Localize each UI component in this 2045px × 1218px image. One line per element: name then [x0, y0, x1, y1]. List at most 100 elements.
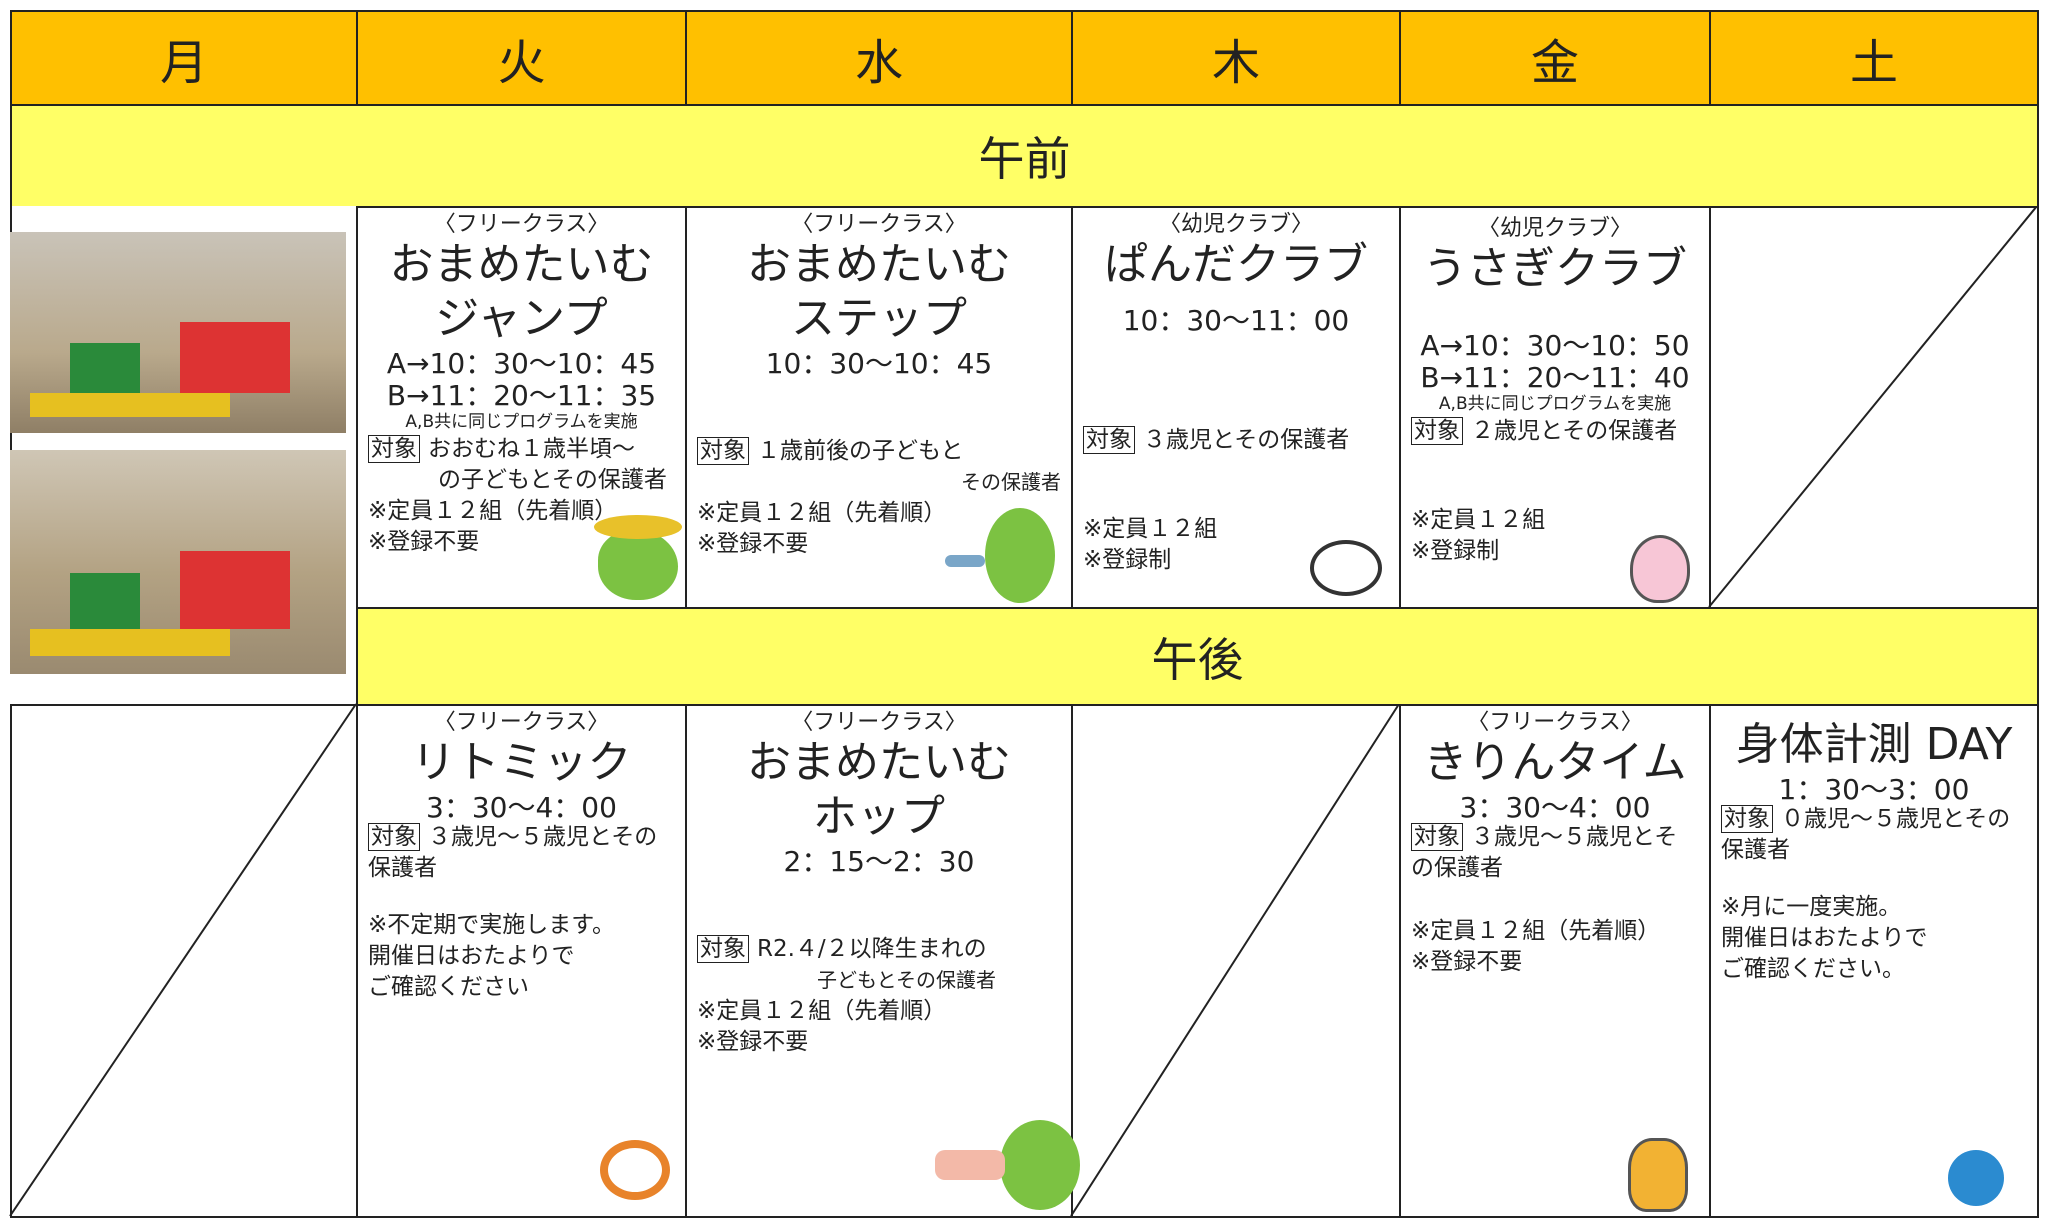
- note: ※定員１２組: [1083, 516, 1218, 542]
- category: 〈幼児クラブ〉: [1477, 216, 1632, 241]
- target: 対象 R2.４/２以降生まれの: [697, 934, 1061, 965]
- category: 〈幼児クラブ〉: [1158, 212, 1313, 237]
- target-text: ３歳児〜５歳児とその保護者: [1411, 824, 1678, 881]
- day-header: 火: [356, 10, 687, 106]
- note: ※定員１２組（先着順）: [697, 998, 947, 1024]
- target-label: 対象: [1411, 417, 1463, 445]
- target: 子どもとその保護者: [697, 965, 1061, 996]
- time: 3：30〜4：00: [1459, 791, 1651, 824]
- target-text: ０歳児〜５歳児とその保護者: [1721, 806, 2011, 863]
- target-label: 対象: [368, 823, 420, 851]
- day-header: 水: [685, 10, 1073, 106]
- time: 1：30〜3：00: [1778, 773, 1970, 806]
- note: ※登録制: [1411, 538, 1500, 564]
- class-title: おまめたいむ: [747, 737, 1011, 788]
- note: ※登録不要: [1411, 949, 1523, 975]
- icon: [945, 555, 985, 567]
- icon: [935, 1150, 1005, 1180]
- target: その保護者: [697, 467, 1061, 498]
- note: ご確認ください。: [1721, 956, 1905, 982]
- cell-content: 〈フリークラス〉 おまめたいむ ジャンプ A→10：30〜10：45 B→11：20〜1…: [368, 212, 675, 558]
- photo-shape: [70, 342, 140, 403]
- program-note: A,B共に同じプログラムを実施: [1438, 394, 1672, 414]
- time: 3：30〜4：00: [426, 791, 617, 824]
- category: 〈フリークラス〉: [433, 212, 610, 237]
- icon: [1628, 1138, 1688, 1212]
- class-title: ぱんだクラブ: [1104, 239, 1368, 290]
- target: 対象 ２歳児とその保護者: [1411, 416, 1699, 447]
- category: 〈フリークラス〉: [791, 710, 967, 735]
- note: ※登録不要: [697, 531, 809, 557]
- target-text: その保護者: [961, 470, 1061, 494]
- icon: [598, 530, 678, 600]
- target-text: 子どもとその保護者: [817, 968, 996, 992]
- category: 〈フリークラス〉: [433, 710, 610, 735]
- note: ※定員１２組（先着順）: [368, 498, 618, 524]
- cell: [1071, 704, 1401, 1218]
- note: ※登録制: [1083, 547, 1172, 573]
- photo-shape: [70, 573, 140, 641]
- cell: [1709, 206, 2039, 609]
- photo-shape: [180, 550, 290, 630]
- note: ※登録不要: [697, 1029, 809, 1055]
- icon: [1310, 540, 1382, 596]
- icon: [600, 1140, 670, 1200]
- category: 〈フリークラス〉: [791, 212, 967, 237]
- target-label: 対象: [368, 435, 420, 463]
- icon: [1630, 535, 1690, 603]
- photo: [10, 450, 346, 674]
- photo-shape: [180, 322, 290, 393]
- photo-shape: [30, 392, 230, 417]
- class-title: 身体計測 DAY: [1735, 719, 2013, 770]
- day-header: 月: [10, 10, 358, 106]
- note: ※定員１２組（先着順）: [1411, 918, 1661, 944]
- target-text: の子どもとその保護者: [438, 467, 667, 493]
- photo-shape: [30, 629, 230, 657]
- time: B→11：20〜11：40: [1420, 361, 1690, 394]
- target: 対象 ３歳児とその保護者: [1083, 425, 1389, 456]
- time: 10：30〜11：00: [1122, 304, 1350, 337]
- target: の子どもとその保護者: [368, 465, 675, 496]
- cell-content: 〈フリークラス〉 おまめたいむ ステップ 10：30〜10：45 対象 １歳前後の子どもと…: [697, 212, 1061, 560]
- target-text: ２歳児とその保護者: [1471, 418, 1678, 444]
- target: 対象 おおむね１歳半頃〜: [368, 434, 675, 465]
- class-title: きりんタイム: [1423, 737, 1687, 788]
- note: ご確認ください: [368, 974, 529, 1000]
- section-band: 午後: [356, 607, 2039, 706]
- cell-content: 〈幼児クラブ〉 ぱんだクラブ 10：30〜11：00 対象 ３歳児とその保護者 ※定員１２…: [1083, 212, 1389, 576]
- icon: [985, 508, 1055, 603]
- target-label: 対象: [697, 935, 749, 963]
- cell-content: 身体計測 DAY 1：30〜3：00 対象 ０歳児〜５歳児とその保護者 ※月に一度実施。…: [1721, 718, 2027, 985]
- target: 対象 １歳前後の子どもと: [697, 436, 1061, 467]
- program-note: A,B共に同じプログラムを実施: [405, 412, 638, 432]
- target-text: １歳前後の子どもと: [757, 438, 964, 464]
- class-title: おまめたいむ: [389, 239, 654, 290]
- day-header: 土: [1709, 10, 2039, 106]
- section-band: 午前: [10, 104, 2039, 208]
- class-title: ジャンプ: [435, 293, 608, 344]
- category: 〈フリークラス〉: [1467, 710, 1643, 735]
- day-header: 木: [1071, 10, 1401, 106]
- note: ※登録不要: [368, 529, 480, 555]
- target: 対象 ３歳児〜５歳児とその保護者: [368, 822, 675, 884]
- icon: [594, 515, 682, 539]
- cell-content: 〈フリークラス〉 きりんタイム 3：30〜4：00 対象 ３歳児〜５歳児とその保護者 ※定…: [1411, 710, 1699, 978]
- icon: [1000, 1120, 1080, 1210]
- target-label: 対象: [697, 437, 749, 465]
- time: B→11：20〜11：35: [386, 379, 657, 412]
- note: ※定員１２組（先着順）: [697, 500, 947, 526]
- target-label: 対象: [1721, 805, 1773, 833]
- note: 開催日はおたよりで: [1721, 925, 1928, 951]
- time: A→10：30〜10：50: [1420, 329, 1690, 362]
- cell-content: 〈幼児クラブ〉 うさぎクラブ A→10：30〜10：50 B→11：20〜11：40 A…: [1411, 216, 1699, 567]
- time: A→10：30〜10：45: [386, 347, 657, 380]
- class-title: おまめたいむ: [747, 239, 1011, 290]
- target-label: 対象: [1411, 823, 1463, 851]
- note: ※定員１２組: [1411, 507, 1546, 533]
- class-title: ステップ: [791, 293, 967, 344]
- note: ※月に一度実施。: [1721, 894, 1902, 920]
- target-text: R2.４/２以降生まれの: [757, 936, 987, 962]
- target-text: ３歳児とその保護者: [1143, 427, 1350, 453]
